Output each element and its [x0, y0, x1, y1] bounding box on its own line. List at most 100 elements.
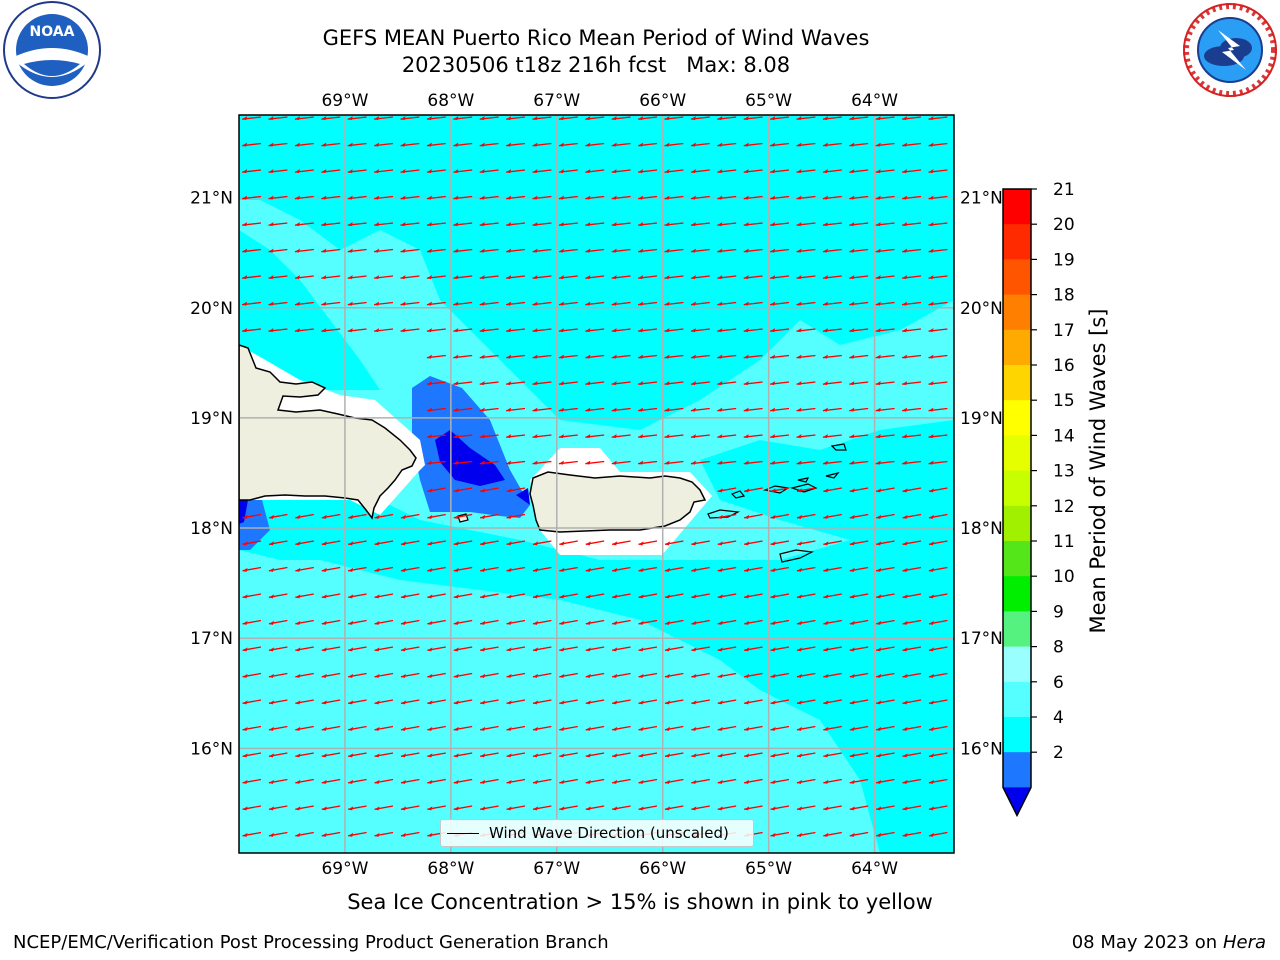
- wave-arrow-head: [453, 407, 459, 412]
- wave-arrow: [611, 142, 631, 147]
- wave-arrow: [690, 142, 710, 147]
- wave-arrow-head: [585, 647, 591, 652]
- wave-arrow-head: [796, 328, 802, 333]
- lon-label-bottom: 67°W: [533, 859, 580, 879]
- wave-arrow: [928, 169, 948, 174]
- footer-host: Hera: [1222, 932, 1266, 953]
- wave-arrow: [374, 116, 394, 121]
- wave-arrow: [902, 831, 922, 837]
- wave-arrow-head: [638, 116, 644, 121]
- wave-arrow: [928, 195, 948, 200]
- wave-arrow-head: [374, 594, 380, 599]
- wave-arrow: [823, 487, 842, 493]
- wave-arrow-head: [480, 806, 486, 811]
- wave-arrow: [638, 354, 658, 359]
- gridlines: [239, 115, 954, 853]
- wave-arrow: [559, 540, 578, 546]
- wave-arrow-head: [374, 142, 380, 147]
- wave-arrow-head: [453, 328, 459, 333]
- wave-arrow-head: [928, 567, 934, 572]
- wave-arrow: [321, 275, 341, 280]
- wave-arrow: [717, 169, 737, 174]
- colorbar-tick-label: 21: [1053, 180, 1075, 200]
- wave-arrow: [717, 566, 737, 572]
- wave-arrow-head: [480, 594, 486, 599]
- wave-arrow: [374, 778, 394, 784]
- wave-arrow: [823, 646, 842, 652]
- wave-arrow: [875, 275, 895, 280]
- wave-arrow: [242, 566, 262, 572]
- wave-arrow-head: [479, 169, 485, 174]
- wave-arrow-head: [928, 169, 934, 174]
- wave-arrow-head: [717, 753, 723, 758]
- wave-arrow-head: [506, 647, 512, 652]
- wave-arrow-head: [770, 594, 776, 599]
- wave-arrow-head: [875, 275, 881, 280]
- wave-arrow: [453, 672, 473, 678]
- wave-arrow: [849, 434, 869, 439]
- wave-arrow-head: [822, 301, 828, 306]
- lon-label-top: 66°W: [639, 91, 686, 111]
- wave-arrow: [480, 619, 499, 625]
- wave-arrow: [532, 328, 552, 333]
- wave-arrow: [558, 381, 578, 386]
- colorbar-tick-label: 14: [1053, 426, 1075, 446]
- lat-label-left: 16°N: [190, 739, 233, 759]
- wave-arrow-head: [691, 567, 697, 572]
- wave-arrow-head: [690, 275, 696, 280]
- wave-arrow-head: [532, 301, 538, 306]
- wave-arrow-head: [558, 328, 564, 333]
- wave-arrow-head: [294, 142, 300, 147]
- lon-label-bottom: 64°W: [851, 859, 898, 879]
- wave-arrow-head: [321, 567, 327, 572]
- wave-arrow: [875, 434, 895, 439]
- wave-arrow-head: [690, 434, 696, 439]
- wave-arrow: [426, 381, 446, 386]
- wave-arrow: [664, 672, 684, 678]
- wave-arrow: [268, 699, 288, 705]
- wave-arrow-head: [690, 381, 696, 386]
- wave-arrow: [928, 142, 948, 147]
- wave-arrow-head: [294, 169, 300, 174]
- wave-arrow: [664, 619, 684, 625]
- wave-arrow: [770, 354, 790, 359]
- wave-arrow-head: [321, 142, 327, 147]
- wave-arrow-head: [823, 753, 829, 758]
- wave-arrow: [242, 831, 262, 837]
- wave-arrow-head: [717, 222, 723, 227]
- wave-arrow: [532, 275, 552, 280]
- wave-arrow: [664, 407, 684, 412]
- wave-arrow: [348, 699, 367, 705]
- wave-arrow-head: [770, 753, 776, 758]
- wave-arrow: [347, 142, 367, 147]
- wave-arrow-head: [506, 381, 512, 386]
- wave-arrow: [638, 328, 658, 333]
- wave-arrow: [928, 672, 948, 678]
- wave-arrow: [242, 593, 262, 599]
- wave-arrow-head: [876, 594, 882, 599]
- wave-arrow: [532, 699, 552, 705]
- wave-arrow: [823, 540, 842, 546]
- wave-arrow: [743, 275, 763, 280]
- wave-arrow-head: [849, 248, 855, 253]
- wave-arrow: [479, 381, 499, 386]
- lat-label-right: 17°N: [960, 629, 1003, 649]
- wave-arrow-head: [427, 832, 433, 837]
- wave-arrow: [664, 169, 684, 174]
- wave-arrow-head: [532, 407, 538, 412]
- wave-arrow: [796, 142, 816, 147]
- wave-arrow-head: [532, 700, 538, 705]
- wave-arrow-head: [638, 354, 644, 359]
- wave-arrow: [664, 778, 684, 784]
- wave-arrow-head: [717, 806, 723, 811]
- wave-arrow: [506, 593, 526, 599]
- colorbar-label: Mean Period of Wind Waves [s]: [1086, 309, 1110, 634]
- wave-arrow-head: [638, 407, 644, 412]
- wave-arrow-head: [612, 620, 618, 625]
- wave-arrow-head: [321, 195, 327, 200]
- wave-arrow: [664, 725, 684, 731]
- wave-arrow-head: [717, 301, 723, 306]
- wave-arrow-head: [796, 726, 802, 731]
- wave-arrow: [849, 566, 869, 572]
- wave-arrow: [902, 487, 922, 493]
